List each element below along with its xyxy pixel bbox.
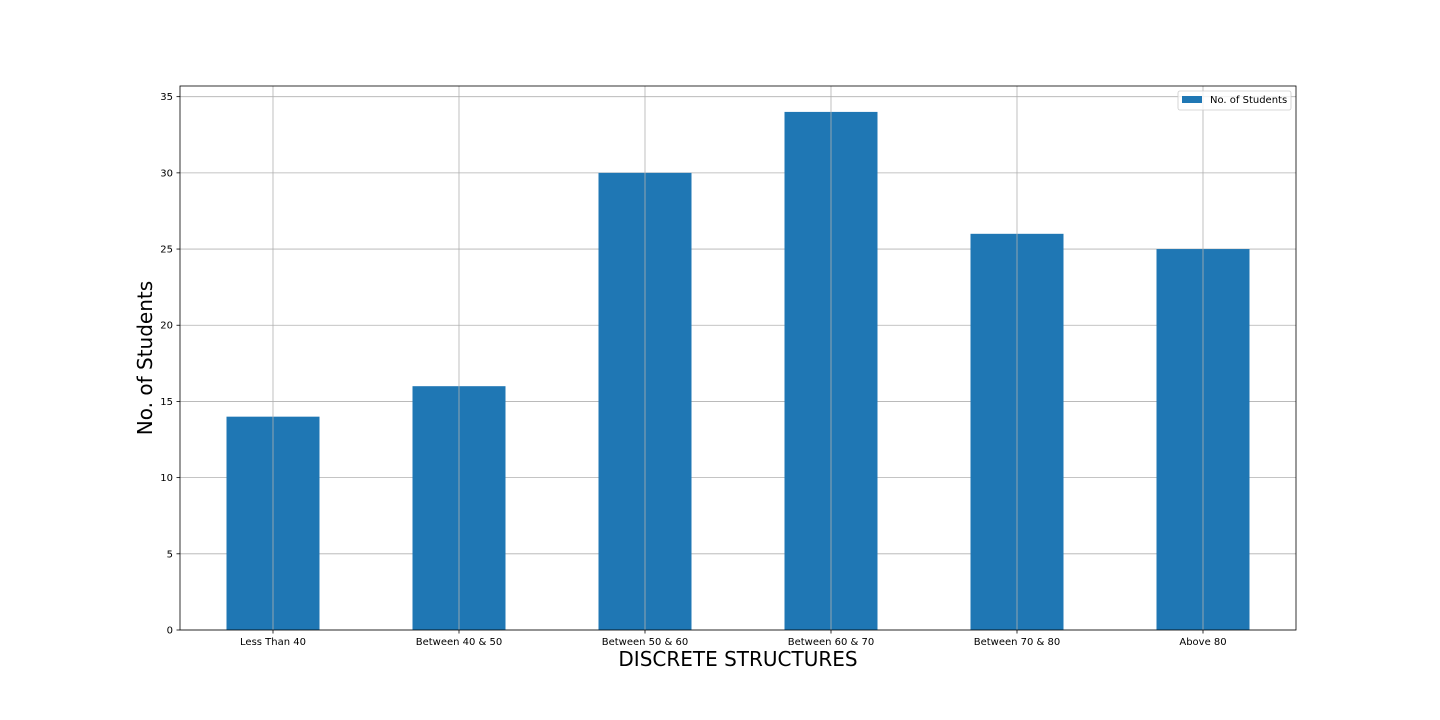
vertical-grid-lines bbox=[272, 86, 1204, 630]
y-tick-label: 5 bbox=[167, 549, 173, 560]
grid-lines bbox=[180, 96, 1296, 631]
x-tick-label: Between 60 & 70 bbox=[788, 637, 875, 648]
x-tick-label: Between 50 & 60 bbox=[602, 637, 689, 648]
x-tick-label: Above 80 bbox=[1179, 637, 1226, 648]
y-tick-label: 10 bbox=[160, 473, 173, 484]
legend-box bbox=[1177, 90, 1292, 111]
bars bbox=[226, 111, 1250, 631]
y-axis-title: No. of Students bbox=[133, 281, 157, 435]
y-tick-label: 35 bbox=[160, 92, 173, 103]
x-axis-title: DISCRETE STRUCTURES bbox=[618, 647, 857, 671]
legend: No. of Students bbox=[1177, 90, 1292, 111]
plot-area-frame bbox=[179, 85, 1297, 631]
y-tick-label: 30 bbox=[160, 168, 173, 179]
y-tick-label: 20 bbox=[160, 321, 173, 332]
legend-swatch bbox=[1182, 96, 1202, 103]
y-tick-label: 15 bbox=[160, 397, 173, 408]
legend-label: No. of Students bbox=[1210, 95, 1287, 106]
x-tick-label: Between 70 & 80 bbox=[974, 637, 1061, 648]
x-axis-ticks: Less Than 40 Between 40 & 50 Between 50 & … bbox=[240, 630, 1227, 648]
y-tick-label: 0 bbox=[167, 626, 173, 637]
x-tick-label: Less Than 40 bbox=[240, 637, 306, 648]
y-axis-ticks: 0 5 10 15 20 25 30 35 bbox=[160, 92, 180, 637]
y-tick-label: 25 bbox=[160, 245, 173, 256]
x-tick-label: Between 40 & 50 bbox=[416, 637, 503, 648]
